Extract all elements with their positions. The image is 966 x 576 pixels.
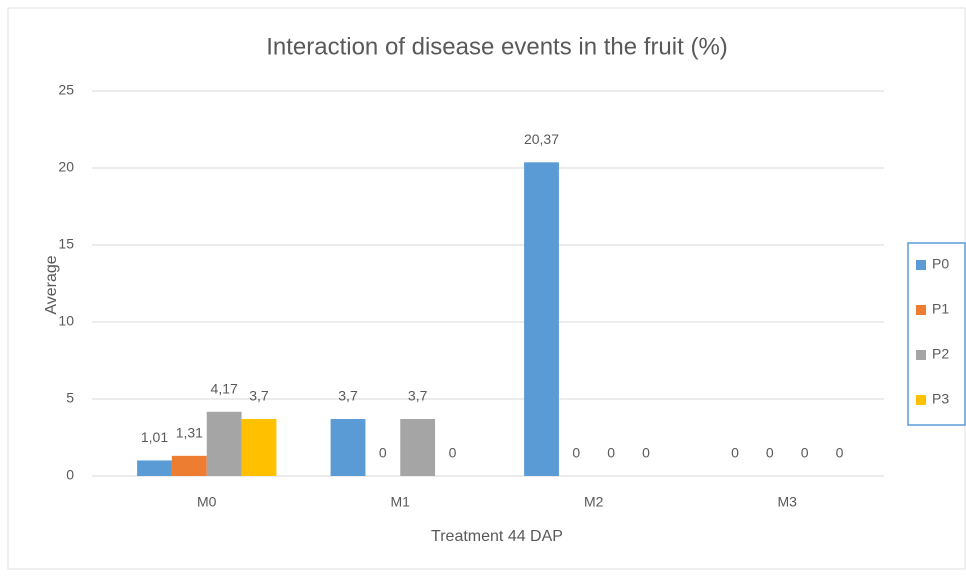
x-tick-label: M3	[778, 494, 798, 510]
bar	[137, 460, 172, 476]
y-tick-label: 0	[66, 467, 74, 483]
chart-frame	[7, 7, 966, 570]
data-label: 0	[731, 445, 739, 461]
legend-label: P2	[932, 346, 949, 362]
legend: P0 P1 P2 P3	[907, 242, 966, 426]
y-axis-label: Average	[43, 255, 60, 314]
y-tick-label: 25	[58, 82, 74, 98]
data-label: 3,7	[249, 388, 269, 404]
data-label: 0	[836, 445, 844, 461]
y-tick-label: 5	[66, 390, 74, 406]
data-label: 0	[572, 445, 580, 461]
x-tick-label: M1	[391, 494, 411, 510]
legend-swatch	[916, 395, 926, 405]
data-label: 0	[379, 445, 387, 461]
y-tick-label: 15	[58, 236, 74, 252]
data-label: 1,31	[176, 425, 203, 441]
bar	[171, 455, 207, 476]
x-tick-label: M0	[197, 494, 217, 510]
data-label: 3,7	[338, 388, 358, 404]
bar	[400, 419, 436, 476]
bar	[206, 411, 242, 476]
data-label: 0	[607, 445, 615, 461]
legend-label: P3	[932, 391, 949, 407]
data-label: 0	[766, 445, 774, 461]
bar	[524, 162, 559, 476]
legend-swatch	[916, 350, 926, 360]
data-label: 3,7	[408, 388, 428, 404]
bar	[330, 419, 366, 476]
data-label: 1,01	[141, 429, 168, 445]
data-label: 0	[801, 445, 809, 461]
y-tick-label: 20	[58, 159, 74, 175]
data-label: 0	[449, 445, 457, 461]
data-label: 0	[642, 445, 650, 461]
legend-swatch	[916, 305, 926, 315]
chart-title: Interaction of disease events in the fru…	[266, 33, 728, 60]
x-axis-label: Treatment 44 DAP	[431, 528, 563, 545]
data-label: 20,37	[524, 131, 559, 147]
y-tick-label: 10	[58, 313, 74, 329]
legend-swatch	[916, 260, 926, 270]
data-label: 4,17	[211, 380, 238, 396]
legend-label: P1	[932, 301, 949, 317]
bar	[241, 419, 277, 476]
legend-box	[907, 242, 966, 426]
x-tick-label: M2	[584, 494, 604, 510]
legend-label: P0	[932, 256, 949, 272]
